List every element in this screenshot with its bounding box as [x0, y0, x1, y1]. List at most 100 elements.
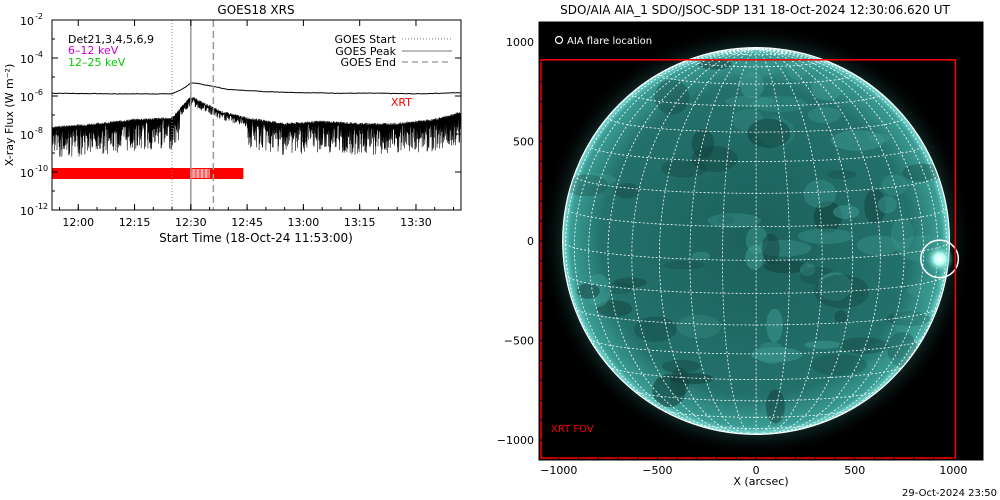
grid-line [633, 389, 880, 402]
disk-texture-patch [745, 245, 764, 270]
xrt-label: XRT [391, 96, 412, 109]
disk-texture-patch [663, 260, 705, 270]
aia-image-panel: SDO/AIA AIA_1 SDO/JSOC-SDP 131 18-Oct-20… [497, 3, 984, 488]
disk-texture-patch [707, 213, 761, 229]
disk-texture-patch [734, 63, 777, 78]
goes-y-tick-exponent: -6 [35, 88, 43, 97]
goes-y-tick-exponent: -4 [35, 50, 43, 59]
goes-x-axis: 12:00 12:15 12:30 12:45 13:00 13:15 13:30 [59, 20, 454, 229]
footer-timestamp: 29-Oct-2024 23:50 [902, 488, 997, 499]
goes-series-layer [51, 82, 462, 157]
goes-y-axis-label: X-ray Flux (W m⁻²) [3, 64, 16, 166]
goes-lightcurve-panel: GOES18 XRS 12:00 12:15 12:30 12:45 13:00 13:1… [3, 3, 462, 245]
disk-texture-patch [797, 228, 854, 245]
goes-legend: GOES Start GOES Peak GOES End [335, 33, 452, 69]
grid-line [693, 423, 820, 429]
disk-texture-patch [575, 173, 617, 186]
grid-line [755, 48, 790, 435]
disk-texture-patch [660, 159, 708, 178]
goes-y-tick-exponent: -8 [35, 126, 43, 135]
disk-texture-patch [766, 389, 785, 424]
disk-texture-patch [614, 182, 640, 199]
aia-y-axis: 1000 500 0 −500 −1000 [497, 36, 545, 447]
disk-texture-patch [563, 174, 609, 197]
disk-texture-patch [691, 145, 738, 172]
xrt-fov-box [540, 59, 957, 459]
aia-x-tick-label: −500 [642, 464, 672, 477]
disk-texture-patch [661, 359, 701, 374]
disk-texture-patch [838, 337, 889, 354]
heliographic-grid [562, 48, 950, 435]
disk-texture-patch [807, 106, 842, 124]
disk-texture-patch [691, 128, 715, 159]
detector-label: Det21,3,4,5,6,9 [68, 33, 154, 46]
grid-line [756, 48, 939, 427]
goes-y-tick-label: 10 [20, 53, 34, 66]
aia-x-tick-label: 0 [753, 464, 760, 477]
goes-x-tick-label: 13:15 [344, 216, 376, 229]
aia-y-tick-label: 0 [527, 235, 534, 248]
aia-x-axis-label: X (arcsec) [733, 475, 788, 488]
aia-x-tick-label: 500 [844, 464, 865, 477]
disk-texture-patch [676, 314, 722, 339]
grid-line [689, 60, 823, 68]
disk-texture-patch [804, 340, 842, 349]
disk-texture-patch [717, 215, 736, 225]
goes-chart-title: GOES18 XRS [217, 3, 294, 17]
xrt-fov-label: XRT FOV [551, 424, 594, 435]
legend-label-goes-end: GOES End [340, 56, 396, 69]
grid-line [756, 48, 950, 242]
flare-legend: AIA flare location [554, 35, 652, 47]
goes-y-tick-label: 10 [20, 91, 34, 104]
disk-texture-patch [814, 274, 870, 309]
disk-texture-patch [763, 260, 809, 274]
grid-line [573, 48, 757, 427]
goes-series-long-channel [52, 82, 462, 95]
disk-texture-patch [670, 367, 690, 397]
grid-line [562, 48, 757, 242]
goes-x-tick-label: 13:30 [400, 216, 432, 229]
disk-texture-patch [799, 263, 816, 276]
disk-texture-patch [724, 95, 775, 107]
legend-label-goes-start: GOES Start [335, 33, 397, 46]
disk-texture-patch [817, 272, 852, 301]
disk-texture-patch [766, 308, 783, 343]
aia-x-tick-label: 1000 [939, 464, 967, 477]
goes-y-tick-label: 10 [20, 167, 34, 180]
disk-texture-patch [691, 251, 711, 261]
channel-label-6-12kev: 6–12 keV [68, 44, 119, 57]
disk-texture-patch [613, 277, 647, 288]
disk-texture-patch [652, 374, 686, 407]
legend-label-goes-peak: GOES Peak [335, 45, 396, 58]
grid-line [631, 48, 757, 434]
aia-x-tick-label: −1000 [540, 464, 577, 477]
disk-texture-patch [894, 312, 936, 338]
xrt-coverage-layer [52, 168, 244, 179]
disk-texture-patch [596, 300, 633, 317]
disk-texture-patch [745, 226, 769, 255]
channel-label-12-25kev: 12–25 keV [68, 56, 126, 69]
flare-legend-circle-icon [554, 35, 564, 45]
disk-texture-patch [756, 239, 812, 257]
disk-texture-patch [881, 174, 907, 196]
goes-x-tick-label: 12:45 [231, 216, 263, 229]
flare-location-circle [920, 239, 960, 279]
disk-texture-patch [747, 118, 791, 148]
aia-y-tick-label: 1000 [506, 36, 534, 49]
disk-texture-patch [826, 170, 857, 180]
solar-limb [562, 47, 951, 435]
goes-x-tick-label: 12:15 [119, 216, 151, 229]
disk-texture-patch [856, 235, 900, 256]
disk-texture-patch [890, 217, 914, 251]
goes-series-short-channel [51, 96, 462, 157]
goes-x-axis-label: Start Time (18-Oct-24 11:53:00) [159, 231, 353, 245]
disk-texture-patch [577, 283, 600, 299]
disk-texture-patch [832, 205, 860, 220]
disk-texture-patch [830, 130, 885, 151]
disk-texture-patch [886, 311, 931, 327]
disk-texture-patch [756, 342, 786, 364]
aia-y-tick-label: −500 [504, 335, 534, 348]
grid-line [756, 48, 905, 434]
aia-image-title: SDO/AIA AIA_1 SDO/JSOC-SDP 131 18-Oct-20… [560, 3, 950, 17]
disk-texture-patch [654, 79, 690, 115]
